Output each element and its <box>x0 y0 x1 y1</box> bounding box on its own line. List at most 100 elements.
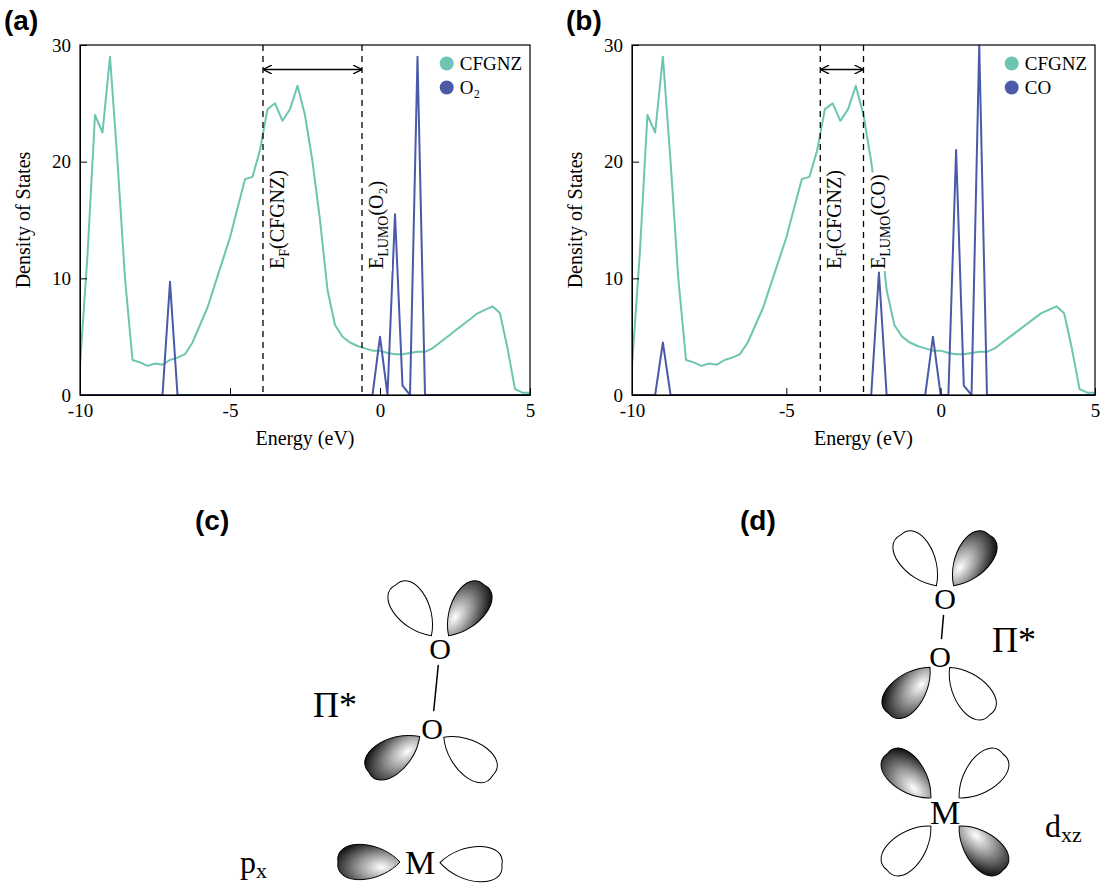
legend: CFGNZCO <box>1005 53 1087 98</box>
series-line <box>80 57 530 395</box>
annotation-text: EF(CFGNZ) <box>266 170 292 269</box>
y-tick-label: 30 <box>52 35 71 56</box>
legend-entry: CFGNZ <box>440 53 522 74</box>
y-tick: 20 <box>52 151 87 172</box>
annotation-label: ELUMO(O₂) <box>364 179 392 271</box>
y-tick-label: 0 <box>62 385 72 406</box>
plot-frame <box>632 45 1095 395</box>
annotation-label: ELUMO(CO) <box>866 172 894 271</box>
y-tick-label: 20 <box>52 151 71 172</box>
lobe-open <box>433 723 504 789</box>
atom-label: O <box>929 640 951 673</box>
y-tick-label: 10 <box>604 268 623 289</box>
series-line <box>632 45 1095 395</box>
legend-swatch <box>1005 57 1019 71</box>
y-axis: 0 10 20 30 <box>52 35 87 406</box>
panel-label: (c) <box>195 505 229 536</box>
x-axis-title: Energy (eV) <box>255 427 354 450</box>
chart-panel: (a)-10-5050102030EF(CFGNZ)ELUMO(O₂)CFGNZ… <box>4 5 535 450</box>
metal-orbital-base: p <box>240 844 256 880</box>
x-tick-mark <box>230 388 231 395</box>
annotation-base: E <box>823 257 845 269</box>
annotation-line <box>863 45 864 395</box>
orbital-diagram: (d)OOMΠ*dxz <box>740 505 1082 883</box>
y-tick-label: 10 <box>52 268 71 289</box>
lobe-shaded <box>359 722 430 787</box>
plot-frame <box>80 45 530 395</box>
annotation-suffix: (O₂) <box>365 181 388 216</box>
legend-label: CFGNZ <box>460 53 522 74</box>
annotation-text: ELUMO(O₂) <box>365 181 391 269</box>
y-axis: 0 10 20 30 <box>604 35 639 406</box>
x-tick-label: 0 <box>376 400 386 421</box>
x-tick: -5 <box>779 388 795 421</box>
y-tick: 0 <box>62 385 88 406</box>
y-tick-mark <box>80 278 87 279</box>
annotation-text: EF(CFGNZ) <box>823 170 849 269</box>
plot-marks <box>632 45 1095 395</box>
y-axis-line <box>632 46 633 396</box>
legend-entry: O₂ <box>440 77 480 98</box>
label-background <box>265 168 293 271</box>
legend: CFGNZ O₂ <box>440 53 522 98</box>
x-tick: 5 <box>1091 388 1101 421</box>
chart-panel: (b)-10-5050102030EF(CFGNZ)ELUMO(CO)CFGNZ… <box>564 5 1100 450</box>
x-tick: -5 <box>223 388 239 421</box>
legend-swatch <box>1005 81 1019 95</box>
label-background <box>866 172 894 271</box>
y-tick-mark <box>80 395 87 396</box>
x-tick: 5 <box>526 388 536 421</box>
figure: (a)-10-5050102030EF(CFGNZ)ELUMO(O₂)CFGNZ… <box>0 0 1111 887</box>
panel-label: (b) <box>566 5 602 36</box>
bond <box>941 615 943 639</box>
annotation-line <box>361 45 362 395</box>
orbital-label: Π* <box>313 685 357 725</box>
x-tick-label: 5 <box>526 400 536 421</box>
annotation-base: E <box>266 257 288 269</box>
x-tick-mark <box>941 388 942 395</box>
legend-swatch <box>440 57 454 71</box>
legend-label: CO <box>1025 77 1051 98</box>
legend-entry: CO <box>1005 77 1051 98</box>
y-tick: 10 <box>52 268 87 289</box>
annotation-suffix: (CO) <box>867 174 890 215</box>
y-tick-mark <box>80 45 87 46</box>
atom-label: M <box>930 794 960 831</box>
atom-label: O <box>421 712 443 745</box>
x-tick-label: 5 <box>1091 400 1101 421</box>
x-tick-mark <box>1095 388 1096 395</box>
annotation-base: E <box>365 257 387 269</box>
legend-swatch <box>440 81 454 95</box>
annotation-label: EF(CFGNZ) <box>265 168 293 271</box>
panel-label: (d) <box>740 505 776 536</box>
metal-orbital-label: px <box>240 844 267 883</box>
y-tick: 10 <box>604 268 639 289</box>
x-tick-label: -10 <box>620 400 645 421</box>
orbital-diagram: (c)OOMΠ*px <box>195 505 504 883</box>
y-tick-label: 30 <box>604 35 623 56</box>
atom-label: O <box>429 632 451 665</box>
lobe-shaded <box>338 844 400 879</box>
annotation-suffix: (CFGNZ) <box>266 170 289 249</box>
label-background <box>364 179 392 271</box>
x-tick-label: 0 <box>936 400 946 421</box>
y-tick: 30 <box>52 35 87 56</box>
lobe-open <box>439 845 502 882</box>
panel-label: (a) <box>4 5 38 36</box>
gap-arrow <box>264 69 361 70</box>
annotation-suffix: (CFGNZ) <box>823 170 846 249</box>
y-tick-mark <box>632 278 639 279</box>
x-axis-line <box>633 395 1096 396</box>
annotation-subscript: LUMO <box>878 216 893 257</box>
x-tick-mark <box>786 388 787 395</box>
x-tick: 0 <box>376 388 386 421</box>
y-tick-mark <box>632 45 639 46</box>
y-tick-label: 0 <box>614 385 624 406</box>
gap-arrow <box>821 69 862 70</box>
annotation-text: ELUMO(CO) <box>867 174 893 269</box>
y-tick: 20 <box>604 151 639 172</box>
annotation-subscript: LUMO <box>376 216 391 257</box>
y-tick-label: 20 <box>604 151 623 172</box>
annotation-base: E <box>867 257 889 269</box>
y-axis-line <box>80 46 81 396</box>
